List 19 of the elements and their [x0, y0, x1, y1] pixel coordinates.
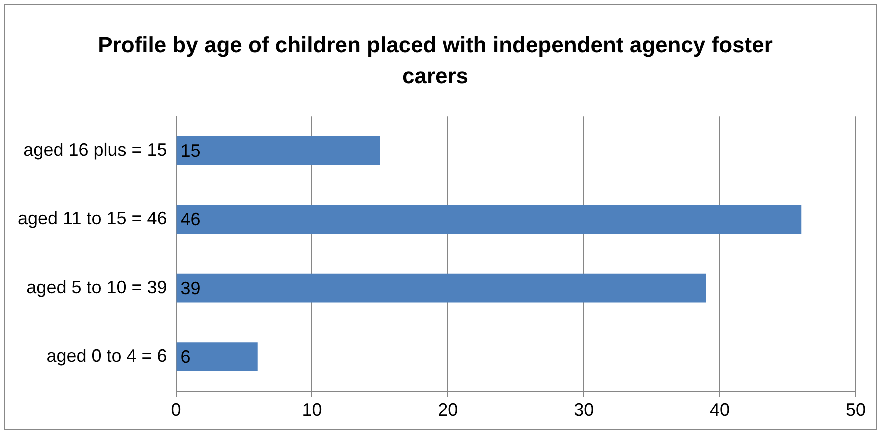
bar: [176, 136, 380, 166]
y-tick-label: aged 0 to 4 = 6: [46, 346, 168, 366]
data-label: 6: [180, 347, 191, 368]
bar: [176, 274, 706, 303]
bar: [176, 205, 802, 234]
data-label: 15: [180, 140, 201, 161]
data-label: 39: [180, 278, 201, 298]
x-tick-label: 0: [171, 400, 182, 420]
x-tick-label: 30: [574, 400, 594, 420]
x-tick-label: 10: [302, 400, 322, 420]
data-label: 46: [180, 210, 201, 230]
y-tick-label: aged 16 plus = 15: [24, 140, 168, 160]
chart-title: Profile by age of children placed with independent agency foster carers: [98, 32, 774, 88]
y-tick-label: aged 5 to 10 = 39: [26, 277, 168, 298]
bar: [176, 342, 258, 372]
y-tick-label: aged 11 to 15 = 46: [18, 208, 168, 229]
x-tick-label: 20: [438, 400, 458, 420]
x-tick-label: 50: [846, 400, 866, 420]
x-tick-label: 40: [710, 400, 730, 420]
